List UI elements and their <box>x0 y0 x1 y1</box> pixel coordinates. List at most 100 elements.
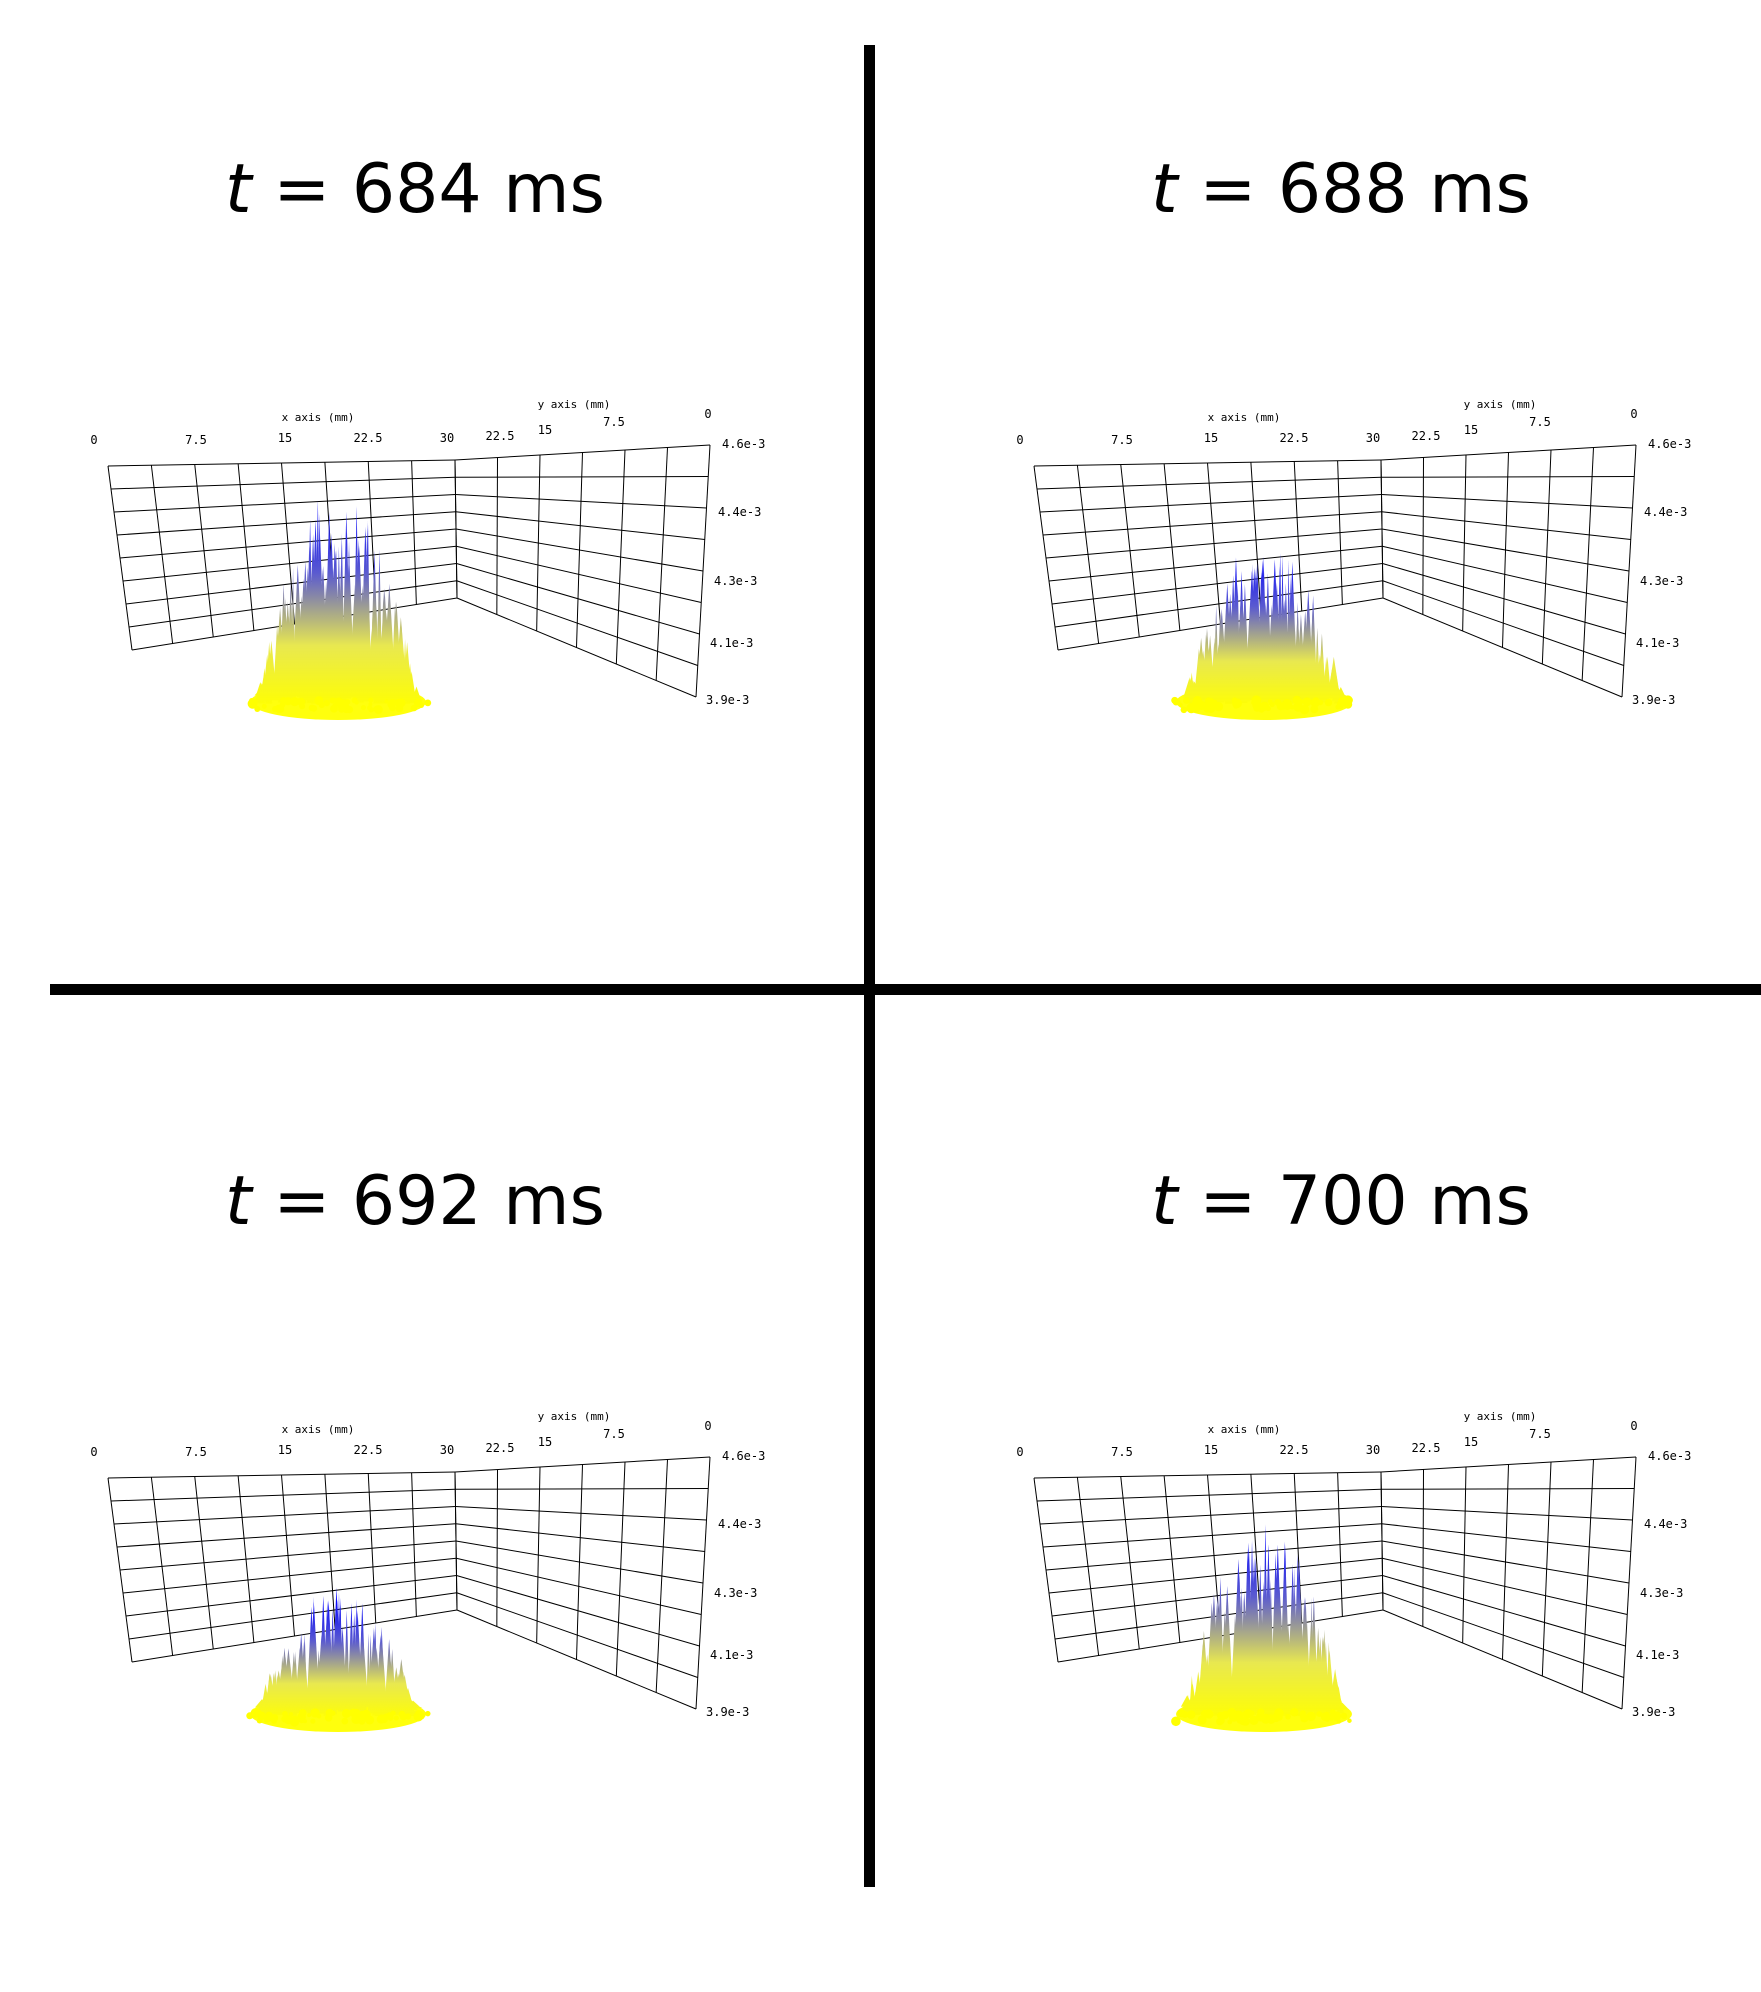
x-tick-label: 7.5 <box>185 433 207 447</box>
surface-fringe <box>281 1716 288 1723</box>
surface-fringe <box>1204 1710 1213 1719</box>
z-tick-label: 4.4e-3 <box>1644 505 1687 519</box>
y-tick-label: 22.5 <box>486 1441 515 1455</box>
surface-fringe <box>1325 699 1332 706</box>
surface-fringe <box>297 1713 306 1722</box>
grid-line <box>1622 1457 1636 1709</box>
surface-fringe <box>352 697 358 703</box>
x-tick-label: 15 <box>1204 431 1218 445</box>
surface-fringe <box>396 705 404 713</box>
grid-line <box>1582 448 1593 681</box>
z-tick-label: 3.9e-3 <box>706 693 749 707</box>
y-axis-label: y axis (mm) <box>538 398 611 411</box>
surface-fringe <box>1181 706 1188 713</box>
grid-line <box>656 448 667 681</box>
surface-fringe <box>1232 698 1242 708</box>
x-axis-label: x axis (mm) <box>282 411 355 424</box>
x-tick-label: 7.5 <box>1111 433 1133 447</box>
z-tick-label: 4.3e-3 <box>1640 1586 1683 1600</box>
x-tick-label: 15 <box>278 431 292 445</box>
surface-fringe <box>346 708 350 712</box>
surface-fringe <box>1198 1716 1207 1725</box>
z-tick-label: 4.3e-3 <box>714 574 757 588</box>
surface-fringe <box>319 702 325 708</box>
surface-fringe <box>284 697 292 705</box>
surface-fringe <box>1266 706 1271 711</box>
time-label: = 684 ms <box>273 150 605 229</box>
time-label: = 700 ms <box>1199 1162 1531 1241</box>
surface-fringe <box>342 1709 351 1718</box>
surface-fringe <box>1307 1712 1316 1721</box>
y-tick-label: 0 <box>704 407 711 421</box>
surface-fringe <box>341 1718 348 1725</box>
y-tick-label: 22.5 <box>1412 1441 1441 1455</box>
x-tick-label: 7.5 <box>1111 1445 1133 1459</box>
grid-walls <box>108 445 710 697</box>
surface-fringe <box>307 1713 311 1717</box>
surface-fringe <box>248 699 258 709</box>
y-tick-label: 15 <box>1464 423 1478 437</box>
z-tick-label: 4.1e-3 <box>710 1648 753 1662</box>
surface-fringe <box>384 699 388 703</box>
grid-line <box>108 1478 132 1662</box>
surface-fringe <box>1324 1712 1330 1718</box>
surface-fringe <box>1282 699 1291 708</box>
surface-fringe <box>325 1714 333 1722</box>
grid-line <box>656 1460 667 1693</box>
grid-line <box>1423 458 1424 615</box>
x-axis-label: x axis (mm) <box>282 1423 355 1436</box>
surface-fringe <box>368 698 373 703</box>
surface-fringe <box>1298 699 1303 704</box>
surface-fringe <box>377 1714 386 1723</box>
x-tick-label: 22.5 <box>354 431 383 445</box>
surface-fringe <box>292 698 298 704</box>
surface-fringe <box>1197 701 1206 710</box>
surface-fringe <box>411 705 418 712</box>
surface-fringe <box>394 1716 399 1721</box>
grid-line <box>1034 466 1058 650</box>
y-tick-label: 15 <box>538 423 552 437</box>
grid-line <box>1077 465 1098 643</box>
x-tick-label: 0 <box>1016 1445 1023 1459</box>
surface-fringe <box>1249 1710 1255 1716</box>
x-tick-label: 0 <box>90 1445 97 1459</box>
y-tick-label: 0 <box>1630 1419 1637 1433</box>
surface-fringe <box>1274 1708 1283 1717</box>
y-tick-label: 7.5 <box>603 1427 625 1441</box>
y-tick-label: 7.5 <box>1529 415 1551 429</box>
z-tick-label: 4.4e-3 <box>1644 1517 1687 1531</box>
z-tick-label: 4.3e-3 <box>714 1586 757 1600</box>
surface-fringe <box>1212 703 1216 707</box>
z-tick-label: 3.9e-3 <box>1632 1705 1675 1719</box>
panel-title: t = 688 ms <box>926 150 1756 229</box>
surface-fringe <box>1337 701 1343 707</box>
surface-fringe <box>275 705 283 713</box>
grid-walls <box>1034 445 1636 697</box>
surface-fringe <box>367 705 372 710</box>
time-symbol: t <box>225 150 252 229</box>
surface <box>1171 1524 1352 1732</box>
grid-line <box>1077 1477 1098 1655</box>
z-tick-label: 4.1e-3 <box>710 636 753 650</box>
z-tick-label: 4.4e-3 <box>718 505 761 519</box>
surface-fringe <box>1300 705 1309 714</box>
grid-line <box>1423 1470 1424 1627</box>
surface-fringe <box>389 699 397 707</box>
y-axis-label: y axis (mm) <box>1464 398 1537 411</box>
y-tick-label: 0 <box>1630 407 1637 421</box>
surface-fringe <box>257 1712 266 1721</box>
grid-line <box>696 1457 710 1709</box>
surface-fringe <box>1268 699 1272 703</box>
surface-fringe <box>1311 698 1320 707</box>
grid-line <box>1121 465 1140 638</box>
time-symbol: t <box>225 1162 252 1241</box>
grid-line <box>195 1477 214 1650</box>
surface-fringe <box>332 698 336 702</box>
surface-fringe <box>341 699 346 704</box>
z-tick-label: 4.6e-3 <box>722 437 765 451</box>
